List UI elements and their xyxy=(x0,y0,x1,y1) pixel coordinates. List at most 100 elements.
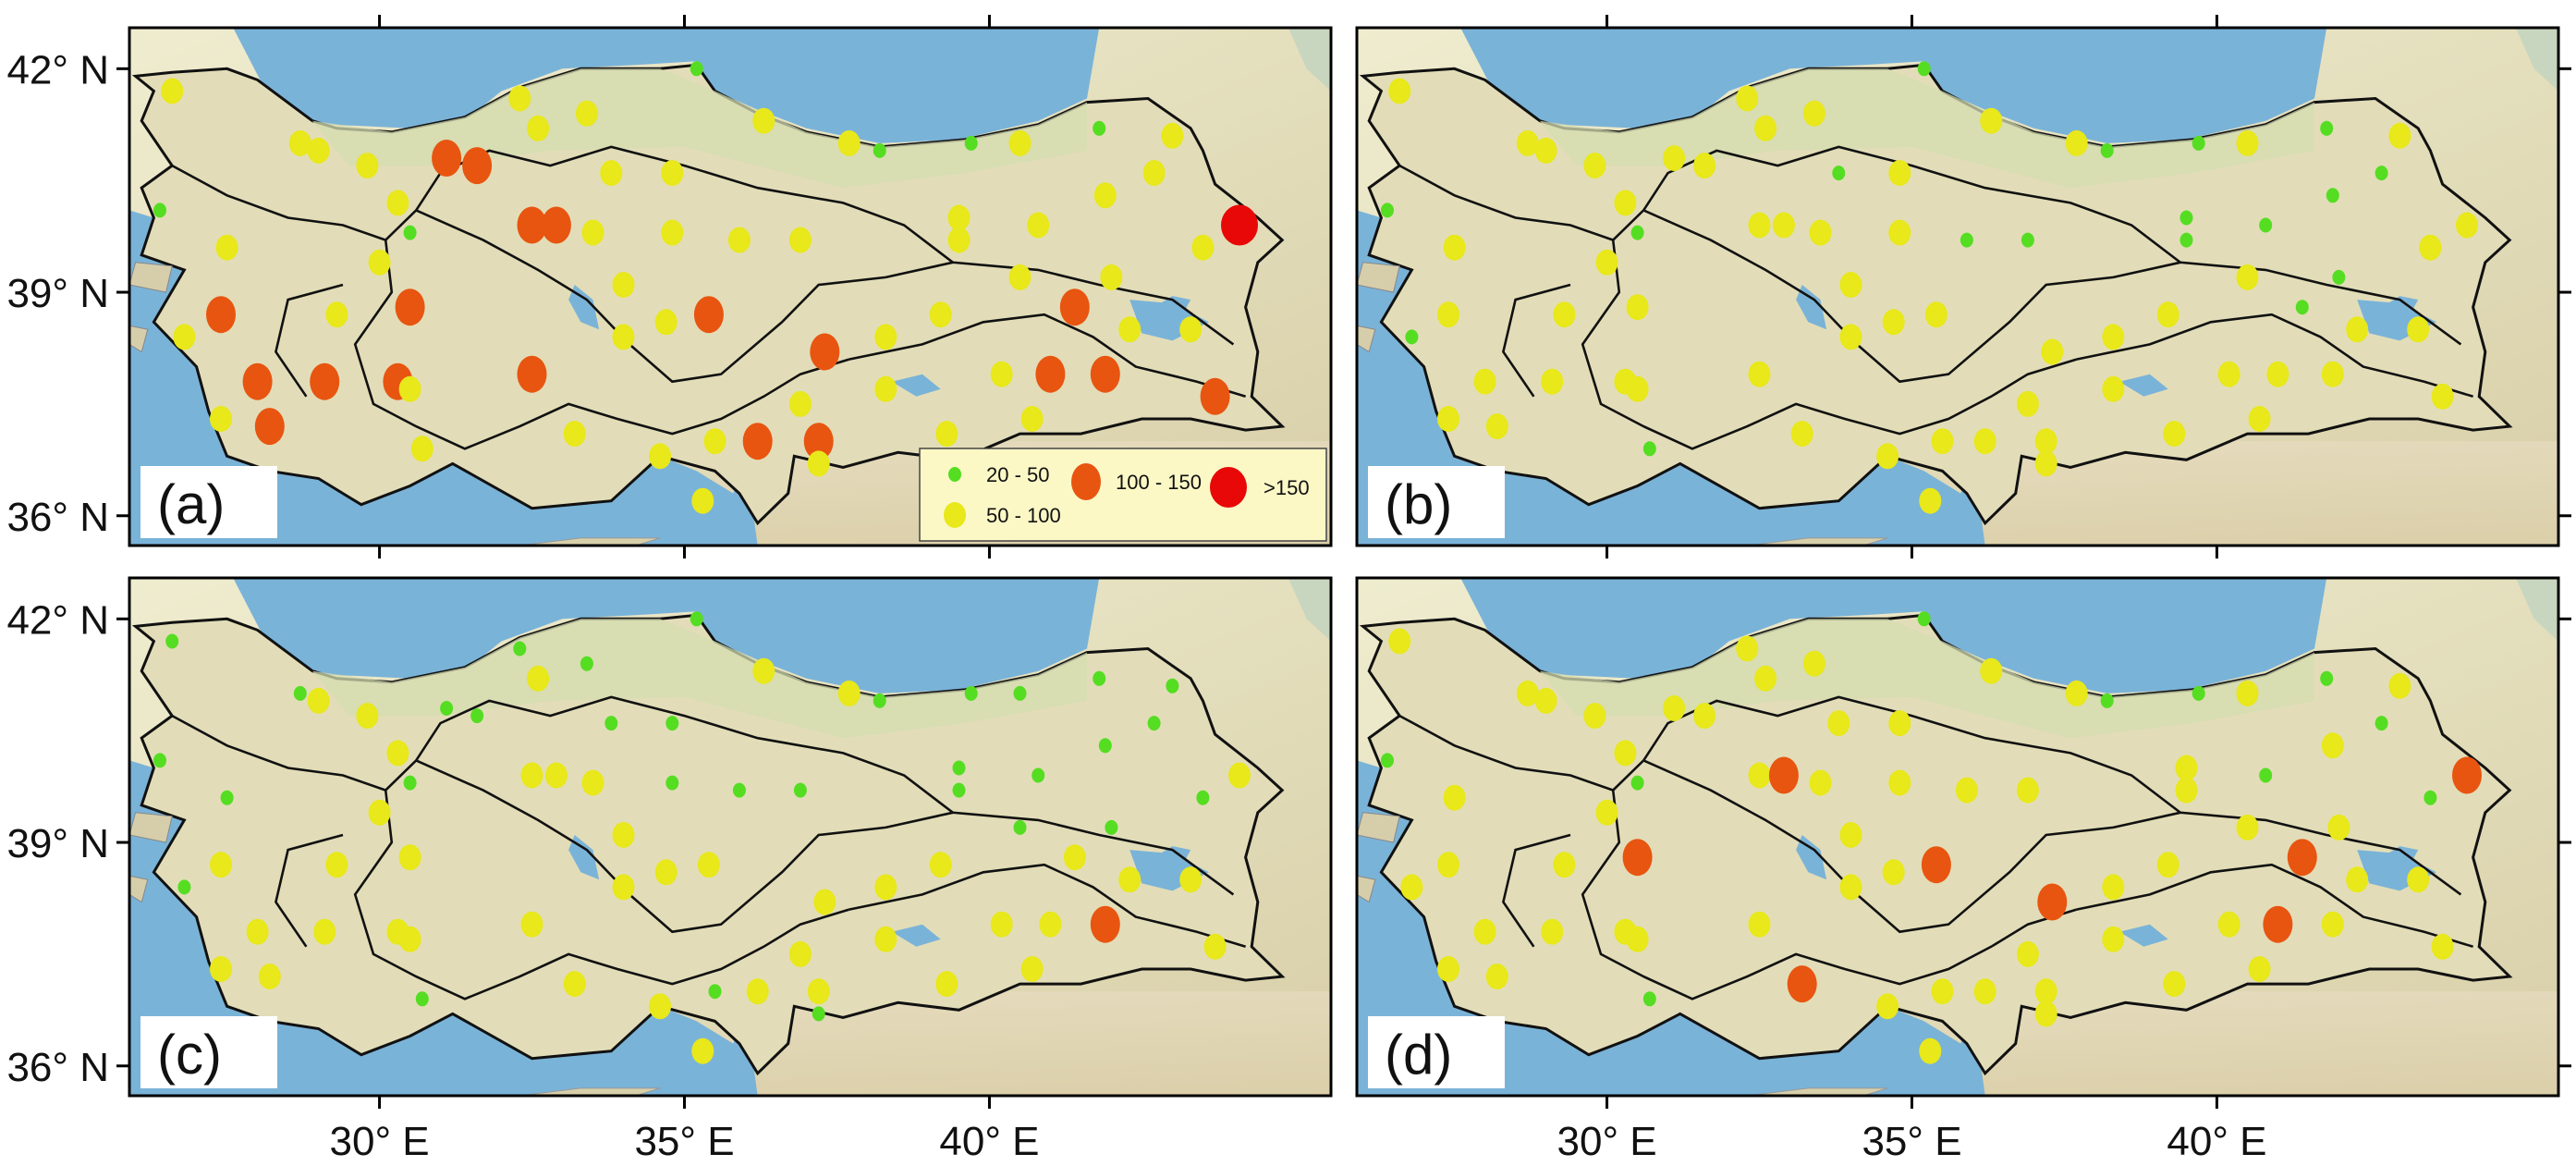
station-marker xyxy=(325,301,348,328)
station-marker xyxy=(563,421,586,448)
station-marker xyxy=(788,940,812,967)
station-marker xyxy=(1203,933,1227,960)
station-marker xyxy=(812,1006,825,1022)
station-marker xyxy=(935,971,958,998)
panel-tag-box: (d) xyxy=(1368,1016,1505,1088)
station-marker xyxy=(544,762,568,789)
legend-swatch xyxy=(1071,463,1101,500)
station-marker xyxy=(1787,965,1817,1003)
region-border xyxy=(415,145,1235,346)
station-marker xyxy=(1839,324,1862,350)
station-marker xyxy=(2102,375,2125,402)
station-marker xyxy=(2375,166,2388,181)
station-marker xyxy=(1020,956,1044,982)
station-marker xyxy=(1693,703,1716,730)
station-marker xyxy=(1147,716,1161,731)
station-marker xyxy=(1541,368,1564,395)
map-panel: (b) xyxy=(1355,26,2560,547)
station-marker xyxy=(1888,769,1911,796)
region-border xyxy=(1642,695,2462,896)
panel-tag: (c) xyxy=(157,1024,222,1086)
panel-tag: (d) xyxy=(1385,1024,1452,1086)
black-sea xyxy=(233,28,1100,143)
station-marker xyxy=(654,859,678,886)
station-marker xyxy=(1100,264,1123,290)
station-marker xyxy=(1614,190,1637,216)
station-marker xyxy=(1626,375,1649,402)
lake xyxy=(2118,374,2168,397)
station-marker xyxy=(649,443,672,470)
station-marker xyxy=(1473,918,1496,945)
lake xyxy=(568,835,600,880)
station-marker xyxy=(2320,670,2334,686)
panel-tag: (b) xyxy=(1385,473,1452,535)
region-border xyxy=(275,833,344,948)
station-marker xyxy=(788,227,812,253)
station-marker xyxy=(1754,665,1777,692)
station-marker xyxy=(2034,978,2057,1005)
station-marker xyxy=(153,753,166,768)
legend-box xyxy=(919,448,1327,542)
station-marker xyxy=(727,227,751,253)
station-marker xyxy=(600,160,623,187)
lake xyxy=(2118,924,2168,947)
station-marker xyxy=(1093,670,1106,686)
station-marker xyxy=(581,769,604,796)
station-marker xyxy=(810,333,840,371)
station-marker xyxy=(1919,1037,1942,1064)
station-marker xyxy=(520,911,543,938)
station-marker xyxy=(2156,301,2179,328)
station-marker xyxy=(1166,678,1179,693)
station-marker xyxy=(1921,846,1951,884)
station-marker xyxy=(403,775,417,791)
station-marker xyxy=(1959,232,1973,248)
station-marker xyxy=(527,115,550,141)
station-marker xyxy=(803,423,834,460)
station-marker xyxy=(2346,316,2369,343)
station-marker xyxy=(1754,115,1777,141)
station-marker xyxy=(2388,672,2411,699)
station-marker xyxy=(813,889,836,915)
legend-label: >150 xyxy=(1264,476,1310,499)
station-marker xyxy=(661,219,684,246)
station-marker xyxy=(2100,693,2114,708)
station-marker xyxy=(2321,732,2344,759)
station-marker xyxy=(440,701,454,716)
station-marker xyxy=(313,918,336,945)
station-marker xyxy=(1485,413,1508,440)
region-border xyxy=(353,239,850,450)
station-marker xyxy=(1748,911,1771,938)
station-marker xyxy=(1626,294,1649,321)
station-marker xyxy=(964,685,978,701)
station-marker xyxy=(929,301,952,328)
station-marker xyxy=(2321,911,2344,938)
station-marker xyxy=(2065,129,2088,156)
station-marker xyxy=(874,926,897,952)
station-marker xyxy=(929,852,952,878)
station-marker xyxy=(432,140,462,177)
station-marker xyxy=(952,782,966,798)
station-marker xyxy=(1437,956,1459,982)
legend-label: 20 - 50 xyxy=(986,463,1050,486)
station-marker xyxy=(177,879,191,895)
station-marker xyxy=(649,993,672,1020)
station-marker xyxy=(654,309,678,336)
station-marker xyxy=(161,78,184,104)
station-marker xyxy=(1888,219,1911,246)
station-marker xyxy=(2041,338,2064,365)
legend: 20 - 50 50 - 100 100 - 150 >150 xyxy=(919,448,1327,542)
region-border xyxy=(1502,283,1571,398)
region-border xyxy=(1502,833,1571,948)
station-marker xyxy=(386,190,409,216)
station-marker xyxy=(386,740,409,767)
panel-tag-box: (a) xyxy=(140,466,277,538)
station-marker xyxy=(1888,160,1911,187)
station-marker xyxy=(1020,406,1044,432)
station-marker xyxy=(541,206,571,244)
station-marker xyxy=(1736,635,1759,662)
station-marker xyxy=(1118,866,1141,893)
station-marker xyxy=(1919,487,1942,514)
station-marker xyxy=(947,204,971,231)
lat-label: 36° N xyxy=(6,1045,109,1090)
station-marker xyxy=(691,487,714,514)
